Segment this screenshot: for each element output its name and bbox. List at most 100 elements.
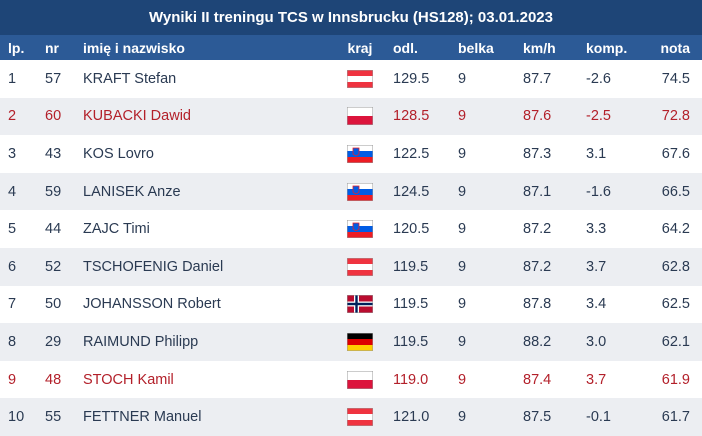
score: 62.8 [661, 258, 690, 275]
speed: 87.3 [523, 145, 552, 162]
compensation: 3.7 [586, 258, 607, 275]
score: 66.5 [661, 183, 690, 200]
distance: 119.5 [393, 258, 429, 275]
distance: 122.5 [393, 145, 430, 162]
table-title: Wyniki II treningu TCS w Innsbrucku (HS1… [0, 0, 702, 35]
compensation: 3.1 [586, 145, 607, 162]
athlete-name: KOS Lovro [83, 145, 154, 162]
result-row: 1 57 KRAFT Stefan 129.5 9 87.7 -2.6 74.5 [0, 60, 702, 98]
column-header: lp. [8, 39, 25, 56]
athlete-name: TSCHOFENIG Daniel [83, 258, 224, 275]
rank: 2 [8, 108, 17, 125]
compensation: 3.3 [586, 221, 607, 238]
flag [347, 408, 373, 427]
score: 61.7 [661, 409, 690, 426]
athlete-name: KRAFT Stefan [83, 70, 177, 87]
distance: 119.0 [393, 371, 429, 388]
flag [347, 295, 373, 314]
result-row: 7 50 JOHANSSON Robert 119.5 9 87.8 3.4 62.5 [0, 286, 702, 324]
rank: 3 [8, 145, 17, 162]
bib: 59 [45, 183, 62, 200]
rank: 10 [8, 409, 25, 426]
score: 74.5 [661, 70, 690, 87]
compensation: -2.5 [586, 108, 611, 125]
bib: 55 [45, 409, 62, 426]
gate: 9 [458, 296, 467, 313]
gate: 9 [458, 258, 467, 275]
rank: 8 [8, 333, 17, 350]
distance: 119.5 [393, 296, 429, 313]
compensation: -0.1 [586, 409, 611, 426]
result-row: 10 55 FETTNER Manuel 121.0 9 87.5 -0.1 61.7 [0, 398, 702, 436]
distance: 129.5 [393, 70, 430, 87]
country-cell [335, 210, 385, 248]
score: 64.2 [661, 221, 690, 238]
speed: 88.2 [523, 333, 552, 350]
athlete-name: ZAJC Timi [83, 221, 150, 238]
gate: 9 [458, 333, 467, 350]
flag [347, 69, 373, 88]
distance: 124.5 [393, 183, 430, 200]
country-cell [335, 361, 385, 399]
compensation: 3.7 [586, 371, 607, 388]
speed: 87.8 [523, 296, 552, 313]
rank: 4 [8, 183, 17, 200]
rank: 6 [8, 258, 17, 275]
bib: 44 [45, 221, 62, 238]
country-cell [335, 286, 385, 324]
gate: 9 [458, 183, 467, 200]
gate: 9 [458, 108, 467, 125]
column-header: kraj [347, 39, 373, 56]
result-row: 4 59 LANISEK Anze 124.5 9 87.1 -1.6 66.5 [0, 172, 702, 211]
compensation: 3.4 [586, 296, 607, 313]
bib: 50 [45, 296, 62, 313]
speed: 87.6 [523, 108, 552, 125]
table-body: 1 57 KRAFT Stefan 129.5 9 87.7 -2.6 74.5 2 60 KUBA… [0, 60, 702, 436]
bib: 29 [45, 333, 62, 350]
rank: 5 [8, 221, 17, 238]
distance: 120.5 [393, 221, 430, 238]
column-header: nr [45, 39, 59, 56]
result-row: 6 52 TSCHOFENIG Daniel 119.5 9 87.2 3.7 62.8 [0, 247, 702, 286]
distance: 119.5 [393, 333, 429, 350]
flag [347, 107, 373, 126]
column-header: imię i nazwisko [83, 39, 185, 56]
column-header: nota [660, 39, 690, 56]
compensation: -2.6 [586, 70, 611, 87]
speed: 87.1 [523, 183, 552, 200]
athlete-name: KUBACKI Dawid [83, 108, 191, 125]
score: 62.1 [661, 333, 690, 350]
column-header: km/h [523, 39, 556, 56]
country-cell [335, 248, 385, 286]
speed: 87.5 [523, 409, 552, 426]
gate: 9 [458, 371, 467, 388]
bib: 57 [45, 70, 62, 87]
result-row: 2 60 KUBACKI Dawid 128.5 9 87.6 -2.5 72.8 [0, 97, 702, 136]
header-row: lp. nr imię i nazwisko kraj odl. belka km/h kom… [0, 35, 702, 60]
country-cell [335, 398, 385, 436]
result-row: 3 43 KOS Lovro 122.5 9 87.3 3.1 67.6 [0, 135, 702, 173]
athlete-name: STOCH Kamil [83, 371, 174, 388]
flag [347, 257, 373, 276]
column-header: komp. [586, 39, 628, 56]
score: 67.6 [661, 145, 690, 162]
bib: 60 [45, 108, 62, 125]
gate: 9 [458, 221, 467, 238]
compensation: 3.0 [586, 333, 607, 350]
bib: 48 [45, 371, 62, 388]
gate: 9 [458, 409, 467, 426]
speed: 87.2 [523, 258, 552, 275]
rank: 7 [8, 296, 17, 313]
flag [347, 370, 373, 389]
flag [347, 182, 373, 201]
column-header: odl. [393, 39, 418, 56]
country-cell [335, 173, 385, 211]
result-row: 8 29 RAIMUND Philipp 119.5 9 88.2 3.0 62.1 [0, 323, 702, 361]
result-row: 9 48 STOCH Kamil 119.0 9 87.4 3.7 61.9 [0, 361, 702, 399]
result-row: 5 44 ZAJC Timi 120.5 9 87.2 3.3 64.2 [0, 210, 702, 248]
compensation: -1.6 [586, 183, 611, 200]
speed: 87.7 [523, 70, 552, 87]
country-cell [335, 135, 385, 173]
bib: 52 [45, 258, 62, 275]
